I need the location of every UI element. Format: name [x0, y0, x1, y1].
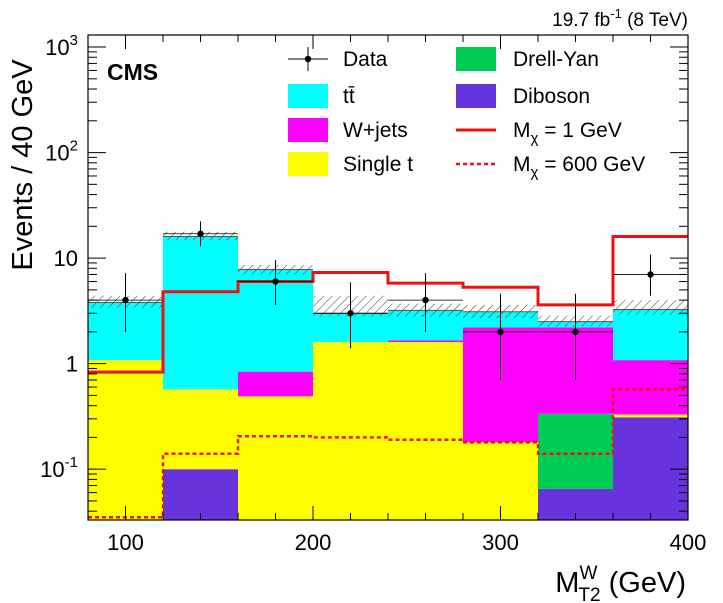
stack-bar-drellyan-bin-6 [538, 413, 613, 489]
legend-data-label: Data [343, 48, 388, 71]
data-point-0 [88, 273, 163, 332]
y-axis-label: Events / 40 GeV [7, 59, 39, 271]
legend-signal-label-1: Mχ = 600 GeV [513, 153, 645, 181]
data-point-3 [313, 282, 388, 349]
x-tick-label-100: 100 [107, 530, 144, 555]
y-tick-label-1: 1 [66, 352, 78, 377]
legend-drellyan-label: Drell-Yan [513, 48, 599, 71]
x-axis-label: MW T2 (GeV) [555, 563, 686, 603]
legend-diboson-label: Diboson [513, 85, 590, 108]
signal-curve-m600gev [88, 388, 688, 519]
stack-bar-singlet-bin-1 [163, 389, 238, 470]
stack-bar-wjets-bin-2 [238, 371, 313, 397]
legend-data-marker [304, 55, 312, 63]
data-point-4 [388, 273, 463, 332]
legend-wjets-label: W+jets [343, 119, 408, 142]
cms-label: CMS [107, 59, 158, 85]
data-marker-4 [422, 296, 429, 304]
legend-diboson-swatch [456, 84, 496, 108]
stack-bar-singlet-bin-3 [313, 342, 388, 520]
data-marker-6 [572, 328, 579, 336]
stack-bar-singlet-bin-2 [238, 396, 313, 520]
data-point-7 [613, 254, 688, 296]
data-marker-1 [197, 230, 204, 237]
data-marker-7 [647, 271, 654, 278]
data-marker-3 [347, 310, 354, 317]
stack-bar-tt-bin-7 [613, 309, 688, 361]
stack-bar-wjets-bin-4 [388, 340, 463, 343]
y-tick-label-1000: 103 [45, 32, 78, 60]
data-marker-2 [272, 278, 279, 285]
legend-singlet-swatch [288, 152, 328, 176]
data-point-2 [238, 259, 313, 305]
x-tick-label-300: 300 [482, 530, 519, 555]
data-marker-5 [497, 328, 504, 336]
stack-bar-singlet-bin-4 [388, 342, 463, 520]
data-point-6 [538, 293, 613, 380]
legend-drellyan-swatch [456, 47, 496, 71]
y-tick-label-10: 10 [54, 246, 78, 271]
stack-bar-tt-bin-1 [163, 236, 238, 390]
legend-wjets-swatch [288, 118, 328, 142]
y-tick-label-100: 102 [45, 138, 78, 166]
data-point-5 [463, 293, 538, 380]
stack-bar-diboson-bin-7 [613, 417, 688, 520]
legend-ttbar-swatch [288, 84, 328, 108]
lumi-label: 19.7 fb-1 (8 TeV) [552, 6, 688, 31]
x-tick-label-400: 400 [670, 530, 707, 555]
stack-bar-singlet-bin-7 [613, 414, 688, 418]
x-tick-label-200: 200 [295, 530, 332, 555]
legend-singlet-label: Single t [343, 153, 413, 176]
data-marker-0 [122, 296, 129, 304]
legend-ttbar-label: tt̄ [343, 85, 355, 108]
stack-bar-wjets-bin-7 [613, 360, 688, 415]
y-tick-label-0.1: 10-1 [40, 454, 78, 482]
stack-bar-diboson-bin-1 [163, 469, 238, 520]
data-point-1 [163, 221, 238, 247]
uncertainty-band-bin-7 [613, 300, 688, 315]
stack-bar-singlet-bin-0 [88, 360, 163, 520]
legend-signal-label-0: Mχ = 1 GeV [513, 119, 622, 147]
